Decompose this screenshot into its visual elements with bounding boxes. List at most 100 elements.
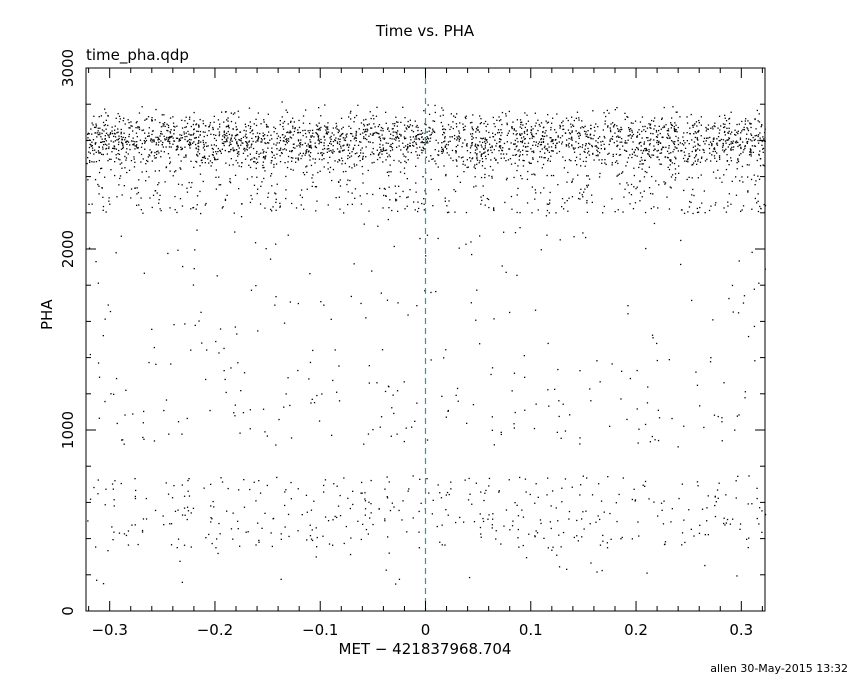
data-point: [390, 171, 392, 173]
data-point: [258, 539, 260, 542]
data-point: [602, 212, 604, 214]
data-point: [570, 160, 572, 162]
data-point: [709, 152, 711, 154]
data-point: [211, 542, 213, 545]
data-point: [121, 439, 123, 441]
data-point: [483, 152, 485, 154]
data-point: [596, 146, 598, 148]
data-point: [571, 131, 573, 133]
data-point: [169, 117, 172, 119]
data-point: [200, 159, 202, 162]
data-point: [546, 203, 548, 205]
data-point: [415, 151, 417, 153]
data-point: [325, 129, 327, 131]
data-point: [391, 502, 393, 504]
data-point: [687, 157, 689, 160]
data-point: [755, 128, 757, 130]
data-point: [407, 151, 409, 153]
data-point: [601, 162, 603, 164]
data-point: [432, 128, 434, 130]
data-point: [704, 564, 706, 567]
data-point: [713, 137, 715, 139]
data-point: [301, 155, 303, 157]
data-point: [664, 543, 666, 545]
data-point: [711, 154, 713, 156]
data-point: [462, 142, 464, 144]
data-point: [736, 162, 738, 164]
data-point: [115, 154, 117, 156]
data-point: [657, 149, 659, 152]
data-point: [316, 200, 318, 202]
data-point: [422, 138, 425, 140]
data-point: [366, 138, 368, 141]
data-point: [441, 142, 443, 144]
data-point: [249, 127, 251, 130]
data-point: [566, 200, 568, 202]
data-point: [724, 117, 726, 119]
data-point: [656, 359, 658, 362]
data-point: [196, 154, 198, 156]
data-point: [573, 536, 575, 539]
data-point: [240, 216, 243, 218]
data-point: [654, 439, 656, 441]
data-point: [634, 120, 637, 122]
data-point: [565, 144, 567, 146]
data-point: [600, 148, 602, 150]
data-point: [539, 150, 541, 153]
data-point: [530, 148, 532, 150]
data-point: [727, 201, 729, 203]
data-point: [343, 542, 345, 545]
data-point: [189, 141, 191, 143]
data-point: [753, 288, 755, 290]
data-point: [743, 149, 745, 151]
data-point: [442, 109, 444, 111]
data-point: [500, 157, 502, 159]
data-point: [649, 123, 652, 125]
data-point: [413, 145, 415, 147]
data-point: [675, 135, 677, 138]
data-point: [737, 141, 739, 144]
data-point: [662, 523, 665, 525]
data-point: [257, 330, 259, 332]
data-point: [124, 167, 126, 169]
data-point: [402, 500, 404, 502]
data-point: [524, 409, 526, 411]
data-point: [202, 180, 204, 183]
data-point: [586, 211, 588, 213]
data-point: [513, 129, 515, 131]
data-point: [158, 170, 160, 172]
data-point: [455, 394, 457, 396]
data-point: [253, 161, 255, 163]
data-point: [213, 134, 215, 136]
data-point: [215, 188, 217, 190]
data-point: [582, 196, 584, 198]
data-point: [612, 126, 615, 128]
data-point: [709, 361, 712, 363]
data-point: [426, 140, 428, 142]
data-point: [537, 209, 539, 211]
data-point: [372, 134, 374, 136]
data-point: [740, 147, 742, 150]
data-point: [105, 148, 107, 150]
data-point: [739, 144, 741, 146]
data-point: [431, 513, 433, 515]
data-point: [598, 176, 601, 178]
data-point: [660, 128, 662, 130]
data-point: [104, 138, 106, 140]
data-point: [686, 116, 688, 118]
data-point: [102, 335, 104, 337]
data-point: [208, 533, 210, 536]
data-point: [118, 149, 120, 152]
data-point: [122, 144, 124, 147]
data-point: [141, 531, 144, 533]
data-point: [645, 137, 648, 139]
data-point: [505, 271, 507, 273]
data-point: [491, 151, 493, 154]
data-point: [258, 480, 260, 482]
data-point: [471, 121, 473, 124]
data-point: [336, 148, 339, 150]
data-point: [372, 147, 374, 150]
data-point: [750, 123, 752, 125]
data-point: [447, 144, 449, 146]
data-point: [529, 162, 531, 165]
